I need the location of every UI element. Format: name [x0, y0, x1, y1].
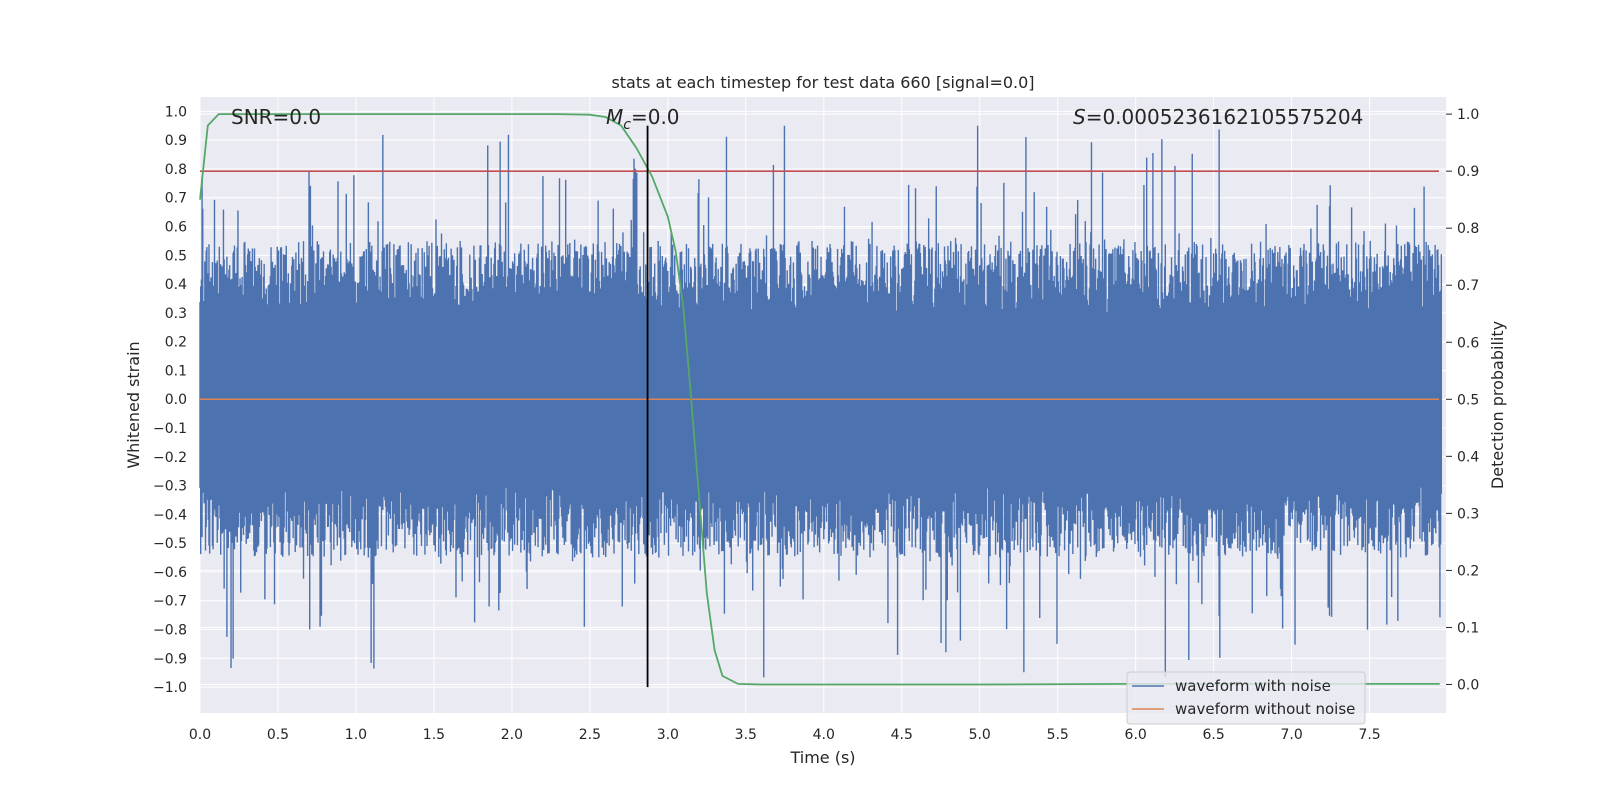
x-tick-label: 4.5: [891, 727, 913, 743]
y-tick-label: 0.0: [165, 392, 187, 408]
chirp-mass-annotation: Mc=0.0: [606, 105, 680, 133]
y-tick-label: 0.1: [165, 363, 187, 379]
x-tick-label: 7.0: [1280, 727, 1302, 743]
x-tick-label: 3.0: [657, 727, 679, 743]
y-tick-label: −0.8: [153, 623, 187, 639]
y-tick-label: −0.1: [153, 421, 187, 437]
x-tick-label: 6.5: [1203, 727, 1225, 743]
detection-probability-line: [199, 113, 1440, 686]
y-right-tick-label: 0.4: [1457, 449, 1479, 465]
x-tick-label: 4.0: [813, 727, 835, 743]
x-tick-label: 2.0: [501, 727, 523, 743]
chart-title: stats at each timestep for test data 660…: [611, 73, 1034, 92]
y-right-tick-label: 0.2: [1457, 563, 1479, 579]
x-tick-label: 5.0: [969, 727, 991, 743]
chirp-mass-subscript: c: [623, 117, 631, 133]
y-tick-label: −0.2: [153, 450, 187, 466]
y-tick-label: −0.7: [153, 594, 187, 610]
y-tick-label: 0.8: [165, 162, 187, 178]
x-tick-label: 5.5: [1047, 727, 1069, 743]
x-tick-label: 6.0: [1125, 727, 1147, 743]
score-annotation: S=0.0005236162105575204: [1073, 105, 1363, 129]
x-tick-label: 3.5: [735, 727, 757, 743]
x-axis-label: Time (s): [789, 748, 855, 767]
y-tick-label: 0.4: [165, 277, 187, 293]
y-tick-label: 0.7: [165, 191, 187, 207]
lines: [199, 113, 1440, 688]
score-value: =0.0005236162105575204: [1086, 105, 1364, 129]
ticks: 0.0 0.5 1.0 1.5 2.0 2.5 3.0 3.5 4.0 4.5 5.0 5.5 6.0 6…: [153, 104, 1479, 743]
legend-box: [1126, 671, 1366, 725]
y-right-tick-label: 0.9: [1457, 164, 1479, 180]
y-right-tick-label: 0.5: [1457, 392, 1479, 408]
chirp-mass-value: =0.0: [631, 105, 680, 129]
y-tick-label: −0.9: [153, 651, 187, 667]
y-axis-label: Whitened strain: [124, 341, 143, 468]
y-tick-label: 0.2: [165, 335, 187, 351]
y-tick-label: 0.6: [165, 220, 187, 236]
y-right-tick-label: 0.6: [1457, 335, 1479, 351]
y-tick-label: 1.0: [165, 104, 187, 120]
x-tick-label: 1.0: [345, 727, 367, 743]
y-tick-label: −0.5: [153, 536, 187, 552]
y-tick-label: 0.3: [165, 306, 187, 322]
y-right-tick-label: 0.3: [1457, 506, 1479, 522]
y-right-tick-label: 1.0: [1457, 107, 1479, 123]
x-tick-label: 0.5: [267, 727, 289, 743]
y-tick-label: −0.6: [153, 565, 187, 581]
y-tick-label: −1.0: [153, 680, 187, 696]
legend-label-clean: waveform without noise: [1175, 700, 1355, 718]
y-right-tick-label: 0.1: [1457, 620, 1479, 636]
y-tick-label: 0.5: [165, 248, 187, 264]
y-tick-label: −0.4: [153, 507, 187, 523]
y-right-tick-label: 0.7: [1457, 278, 1479, 294]
chirp-mass-symbol: M: [606, 105, 623, 129]
y-right-tick-label: 0.0: [1457, 677, 1479, 693]
legend: waveform with noise waveform without noi…: [1126, 671, 1366, 725]
y-right-tick-label: 0.8: [1457, 221, 1479, 237]
y-axis-right-label: Detection probability: [1488, 321, 1507, 489]
x-tick-label: 0.0: [189, 727, 211, 743]
x-tick-label: 1.5: [423, 727, 445, 743]
x-tick-label: 2.5: [579, 727, 601, 743]
snr-annotation: SNR=0.0: [231, 105, 321, 129]
y-tick-label: −0.3: [153, 479, 187, 495]
y-tick-label: 0.9: [165, 133, 187, 149]
score-symbol: S: [1073, 105, 1086, 129]
x-tick-label: 7.5: [1358, 727, 1380, 743]
legend-label-noise: waveform with noise: [1175, 677, 1331, 695]
